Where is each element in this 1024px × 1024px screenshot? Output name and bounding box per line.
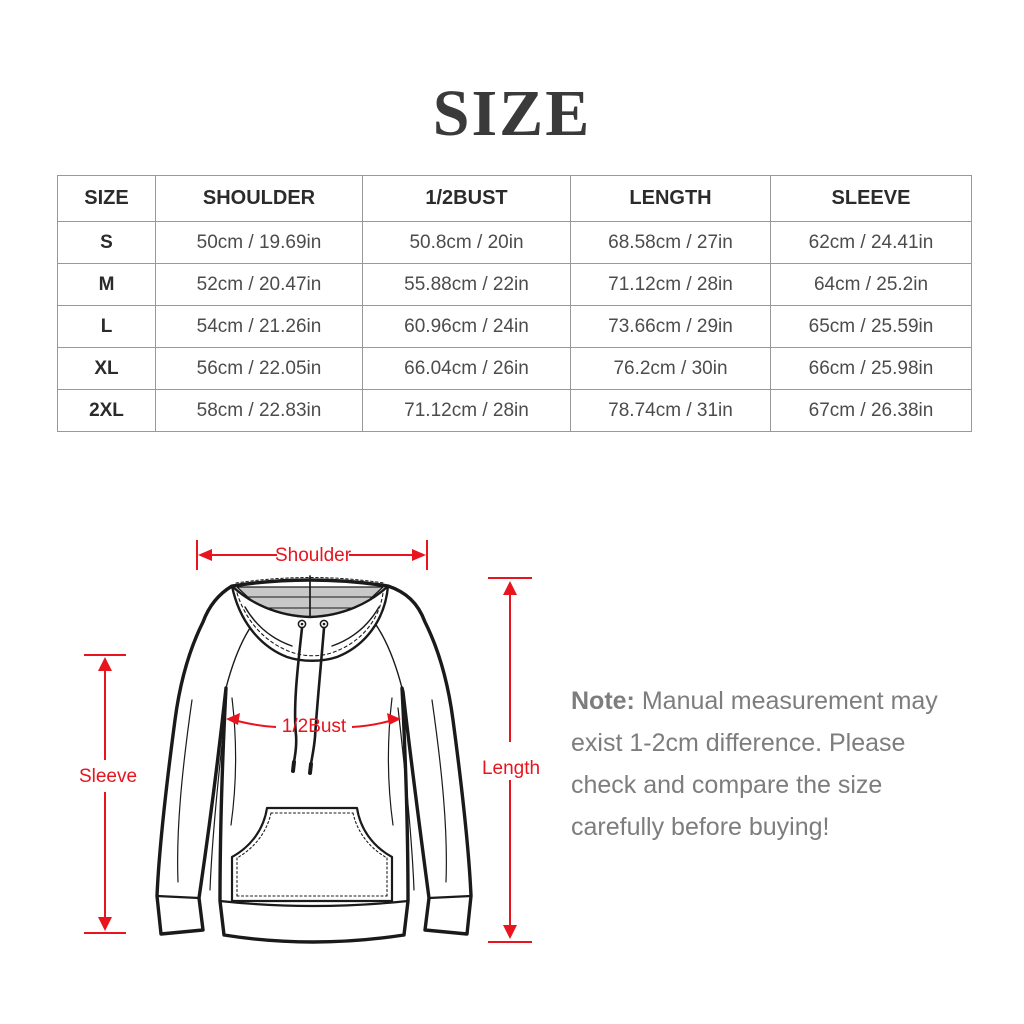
- length-label: Length: [482, 758, 540, 779]
- hood-top-stitch: [235, 577, 385, 584]
- shoulder-label: Shoulder: [275, 545, 352, 566]
- measurement-cell: 76.2cm / 30in: [570, 347, 771, 390]
- note-line: exist 1-2cm difference. Please: [571, 729, 906, 757]
- hoodie-measurement-diagram: Shoulder 1/2Bust Length Sleeve: [40, 530, 560, 970]
- kangaroo-pocket: [230, 806, 394, 903]
- measurement-cell: 71.12cm / 28in: [362, 389, 571, 432]
- table-row: XL 56cm / 22.05in 66.04cm / 26in 76.2cm / 3…: [57, 347, 972, 390]
- sleeve-label: Sleeve: [79, 766, 137, 787]
- hoodie-diagram-svg: Shoulder 1/2Bust Length Sleeve: [79, 540, 540, 944]
- measurement-cell: 50.8cm / 20in: [362, 221, 571, 264]
- hoodie-outline: [155, 578, 473, 944]
- size-table-header-row: SIZE SHOULDER 1/2BUST LENGTH SLEEVE: [57, 175, 972, 222]
- size-cell: M: [57, 263, 156, 306]
- measurement-cell: 54cm / 21.26in: [155, 305, 363, 348]
- table-row: M 52cm / 20.47in 55.88cm / 22in 71.12cm / 2…: [57, 263, 972, 306]
- size-table: SIZE SHOULDER 1/2BUST LENGTH SLEEVE S 50cm / …: [57, 175, 972, 432]
- note-line: Note: Manual measurement may: [571, 687, 938, 715]
- measurement-cell: 56cm / 22.05in: [155, 347, 363, 390]
- measurement-cell: 67cm / 26.38in: [770, 389, 972, 432]
- column-header: SLEEVE: [770, 175, 972, 222]
- measurement-cell: 64cm / 25.2in: [770, 263, 972, 306]
- column-header: SHOULDER: [155, 175, 363, 222]
- size-cell: L: [57, 305, 156, 348]
- crease-lines: [177, 697, 447, 891]
- measurement-cell: 78.74cm / 31in: [570, 389, 771, 432]
- measurement-cell: 68.58cm / 27in: [570, 221, 771, 264]
- collar-fold-right: [331, 606, 380, 647]
- column-header: 1/2BUST: [362, 175, 571, 222]
- hoodie-drawing: [155, 575, 473, 944]
- size-cell: 2XL: [57, 389, 156, 432]
- measurement-cell: 60.96cm / 24in: [362, 305, 571, 348]
- column-header: SIZE: [57, 175, 156, 222]
- table-row: S 50cm / 19.69in 50.8cm / 20in 68.58cm / 27…: [57, 221, 972, 264]
- half-bust-label: 1/2Bust: [282, 716, 347, 737]
- page-title: SIZE: [432, 77, 592, 150]
- note-line: check and compare the size: [571, 771, 883, 799]
- collar-stitch: [236, 592, 384, 657]
- note-text: Note: Manual measurement may exist 1-2cm…: [571, 680, 983, 848]
- table-row: L 54cm / 21.26in 60.96cm / 24in 73.66cm / 2…: [57, 305, 972, 348]
- note-label: Note:: [571, 687, 635, 715]
- pocket-stitching: [236, 812, 388, 897]
- measurement-cell: 55.88cm / 22in: [362, 263, 571, 306]
- measurement-cell: 62cm / 24.41in: [770, 221, 972, 264]
- column-header: LENGTH: [570, 175, 771, 222]
- dimension-arrowheads: [98, 549, 517, 939]
- hem-top-seam: [218, 899, 410, 908]
- measurement-cell: 66.04cm / 26in: [362, 347, 571, 390]
- size-table-body: S 50cm / 19.69in 50.8cm / 20in 68.58cm / 27…: [57, 221, 972, 432]
- cuff-seam-left: [155, 894, 201, 900]
- cuff-seam-right: [427, 894, 473, 900]
- measurement-cell: 52cm / 20.47in: [155, 263, 363, 306]
- size-cell: XL: [57, 347, 156, 390]
- table-row: 2XL 58cm / 22.83in 71.12cm / 28in 78.74cm /…: [57, 389, 972, 432]
- measurement-cell: 50cm / 19.69in: [155, 221, 363, 264]
- dimension-labels: Shoulder 1/2Bust Length Sleeve: [79, 545, 540, 787]
- size-cell: S: [57, 221, 156, 264]
- measurement-cell: 71.12cm / 28in: [570, 263, 771, 306]
- measurement-cell: 65cm / 25.59in: [770, 305, 972, 348]
- note-line: carefully before buying!: [571, 813, 830, 841]
- collar-fold-left: [244, 606, 293, 647]
- measurement-cell: 58cm / 22.83in: [155, 389, 363, 432]
- measurement-cell: 66cm / 25.98in: [770, 347, 972, 390]
- measurement-cell: 73.66cm / 29in: [570, 305, 771, 348]
- drawstrings: [291, 626, 326, 775]
